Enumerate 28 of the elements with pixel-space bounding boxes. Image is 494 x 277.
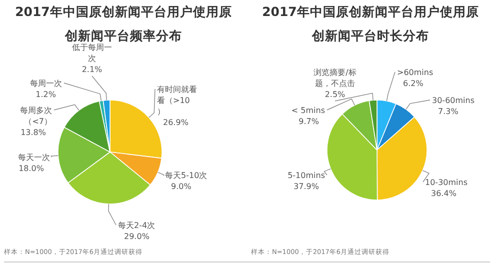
slice-label: 每周一次 <box>30 79 62 88</box>
slice-label: < 5mins <box>291 106 325 115</box>
data-label: 13.8% <box>20 128 46 137</box>
data-label: 7.3% <box>438 107 459 116</box>
data-label: 36.4% <box>431 189 457 198</box>
slice-label: 每天一次 <box>18 153 50 162</box>
data-label: 9.7% <box>298 117 320 126</box>
data-label: 18.0% <box>18 164 44 173</box>
data-label: 37.9% <box>294 182 320 191</box>
slice-label: 每天5-10次 <box>165 171 208 180</box>
chart-title: 2017年中国原创新闻平台用户使用原创新闻平台时长分布 <box>262 4 479 43</box>
slice-label: 10-30mins <box>425 178 468 187</box>
slice-label: >60mins <box>397 68 434 77</box>
slice-label: 有时间就看看（>10） <box>157 85 197 116</box>
data-label: 2.1% <box>82 65 103 74</box>
slice-label: 每周多次（<7） <box>20 106 52 126</box>
slice-label: 低于每周一次 <box>72 43 112 63</box>
data-label: 29.0% <box>124 232 150 241</box>
slice-label: 30-60mins <box>432 96 474 105</box>
data-label: 6.2% <box>403 79 424 88</box>
slice-label: 5-10mins <box>288 171 325 180</box>
data-label: 26.9% <box>163 118 189 127</box>
chart-title: 2017年中国原创新闻平台用户使用原创新闻平台频率分布 <box>15 4 232 43</box>
data-label: 2.5% <box>324 90 346 99</box>
slice-label: 浏览摘要/标题，不点击 <box>314 68 356 88</box>
data-label: 9.0% <box>171 182 192 191</box>
slice-label: 每天2-4次 <box>118 221 156 230</box>
data-label: 1.2% <box>36 90 56 99</box>
